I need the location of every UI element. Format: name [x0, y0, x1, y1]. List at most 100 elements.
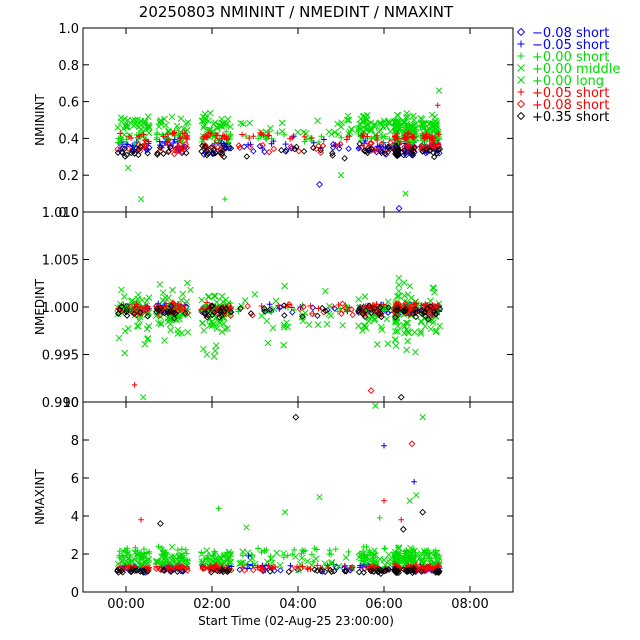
data-point [235, 142, 243, 149]
data-point [280, 554, 287, 561]
data-point [355, 124, 363, 132]
data-point [355, 306, 363, 314]
data-point [304, 566, 311, 573]
data-point [145, 322, 153, 330]
panel-nmedint: 0.990 0.995 1.000 1.005 1.010 NMEDINT [33, 206, 514, 411]
data-point [136, 305, 144, 312]
data-point [436, 322, 443, 330]
data-point [404, 291, 412, 298]
data-point [119, 569, 126, 576]
data-point [357, 562, 364, 569]
y-tick-label: 10 [62, 396, 79, 411]
legend-marker [516, 27, 526, 37]
data-point [198, 148, 205, 155]
data-point [411, 328, 419, 336]
data-point [423, 305, 431, 312]
data-point [299, 313, 306, 320]
data-point [290, 133, 297, 140]
y-tick-label: 0.8 [58, 59, 79, 74]
data-point [226, 559, 234, 567]
data-point [357, 115, 365, 123]
data-point [114, 149, 122, 156]
data-point [417, 330, 425, 337]
data-point [238, 302, 245, 310]
data-point [141, 340, 149, 348]
data-point [219, 298, 227, 306]
data-point [203, 547, 211, 554]
data-point [134, 295, 141, 303]
data-point [402, 114, 410, 121]
data-point [400, 151, 407, 159]
data-point-outlier [316, 493, 323, 501]
data-point [120, 293, 128, 300]
data-point [309, 304, 317, 311]
data-point [296, 305, 304, 313]
data-point [345, 145, 352, 152]
data-point [412, 313, 420, 321]
data-point [403, 326, 411, 333]
data-point [317, 149, 325, 156]
data-point [131, 567, 138, 574]
data-point [318, 566, 326, 573]
data-point [359, 327, 366, 334]
data-point [321, 287, 329, 295]
data-point [144, 568, 151, 575]
data-point [432, 547, 439, 554]
data-point [246, 135, 253, 142]
data-point [164, 315, 172, 322]
data-point [211, 292, 219, 300]
data-point [408, 133, 415, 140]
data-point [119, 547, 127, 555]
data-point [328, 568, 335, 576]
data-point [291, 145, 299, 153]
data-point [364, 133, 371, 140]
data-point [214, 567, 221, 575]
data-point-outlier [413, 491, 420, 499]
data-point-outlier [187, 286, 194, 294]
data-point [181, 309, 189, 317]
data-point [218, 123, 226, 130]
data-point [171, 129, 178, 136]
data-point [324, 562, 331, 569]
data-point [355, 296, 362, 303]
data-point [242, 561, 250, 568]
data-point [385, 304, 392, 311]
data-point [361, 117, 369, 125]
data-point [157, 120, 165, 128]
data-point [180, 125, 188, 133]
data-point [170, 130, 177, 137]
data-point [179, 290, 187, 298]
data-point [308, 551, 315, 558]
data-point [404, 113, 412, 121]
data-point [394, 112, 402, 119]
data-point [207, 568, 215, 576]
data-point [239, 131, 246, 138]
data-point [359, 310, 367, 318]
data-point [426, 147, 433, 154]
data-point [368, 313, 376, 321]
data-point [412, 124, 419, 132]
data-point [404, 130, 411, 137]
data-point [261, 148, 268, 156]
data-point [292, 553, 299, 561]
y-tick-label: 1.0 [58, 22, 79, 37]
data-point [114, 566, 121, 574]
data-point [204, 134, 211, 141]
legend-item-label: +0.05 short [532, 86, 609, 101]
data-point [386, 143, 393, 150]
data-point [392, 328, 399, 335]
data-point [121, 349, 129, 357]
data-point [114, 146, 121, 153]
data-point [200, 327, 208, 334]
data-point [276, 305, 283, 312]
data-point [167, 326, 174, 334]
data-point [408, 302, 415, 310]
data-point [137, 143, 144, 150]
data-point [342, 304, 350, 312]
data-point [335, 145, 343, 152]
legend-marker [517, 88, 525, 96]
data-point [161, 337, 168, 344]
data-point [265, 562, 272, 569]
data-point [382, 567, 390, 574]
data-point [132, 544, 139, 551]
